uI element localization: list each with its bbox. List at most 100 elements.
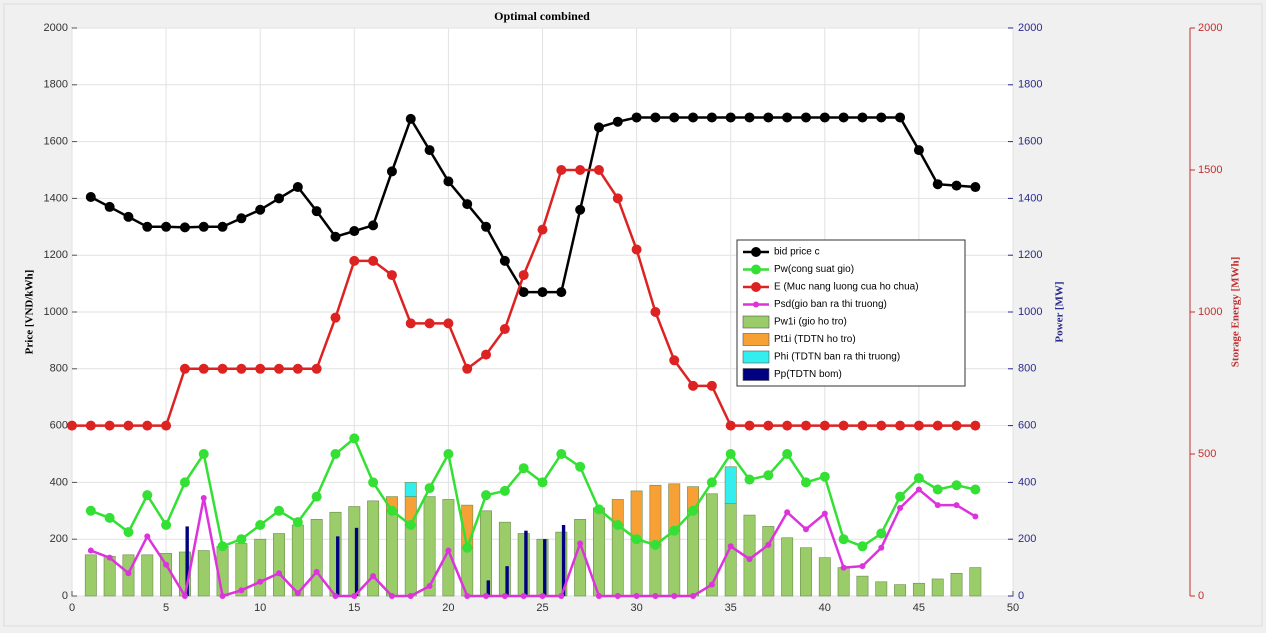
bar-segment [875, 581, 888, 597]
marker [763, 112, 774, 123]
marker [255, 204, 266, 215]
power-tick-label: 800 [1018, 363, 1036, 375]
x-tick-label: 30 [630, 602, 642, 614]
marker [481, 490, 492, 501]
marker [671, 593, 678, 599]
marker [669, 112, 680, 123]
bar-segment [404, 524, 417, 597]
marker [274, 193, 285, 204]
legend-label: Pw1i (gio ho tro) [774, 317, 847, 328]
legend-swatch [742, 315, 770, 329]
marker [951, 480, 962, 491]
marker [784, 509, 791, 516]
marker [311, 206, 322, 217]
legend-label: Pw(cong suat gio) [774, 264, 854, 275]
marker [217, 363, 228, 374]
marker [123, 211, 134, 222]
bar-segment [931, 578, 944, 597]
bar-segment [141, 554, 154, 597]
marker [405, 520, 416, 530]
legend-marker [751, 247, 761, 257]
marker [669, 355, 680, 366]
marker [349, 433, 360, 444]
bar-segment [254, 538, 267, 597]
marker [838, 420, 849, 431]
legend-swatch [742, 333, 770, 346]
marker [800, 420, 811, 431]
marker [725, 449, 736, 459]
marker [87, 547, 94, 554]
marker [857, 541, 868, 552]
marker [386, 270, 397, 281]
marker [556, 287, 567, 298]
marker [972, 513, 979, 520]
chart-title: Optimal combined [494, 9, 590, 23]
marker [763, 470, 774, 481]
marker [292, 363, 303, 374]
legend-swatch [742, 350, 770, 364]
storage-tick-label: 0 [1198, 590, 1204, 602]
marker [443, 176, 454, 187]
marker [593, 165, 604, 175]
marker [424, 483, 435, 494]
x-tick-label: 20 [442, 602, 454, 614]
y-tick-label: 600 [50, 420, 68, 432]
marker [593, 504, 604, 515]
bar [543, 539, 547, 596]
marker [838, 534, 849, 545]
marker [426, 583, 433, 590]
marker [368, 255, 379, 266]
y-tick-label: 800 [50, 363, 68, 375]
marker [782, 112, 793, 123]
marker [311, 491, 322, 502]
marker [368, 220, 379, 231]
marker [200, 495, 207, 502]
marker [913, 145, 924, 156]
bar-segment [404, 482, 417, 497]
power-tick-label: 1800 [1018, 79, 1042, 91]
marker [802, 526, 809, 533]
marker [800, 477, 811, 488]
marker [85, 505, 96, 516]
legend-label: E (Muc nang luong cua ho chua) [774, 282, 919, 293]
marker [706, 477, 717, 488]
power-tick-label: 1600 [1018, 136, 1042, 148]
x-tick-label: 40 [819, 602, 831, 614]
legend-marker [753, 301, 759, 308]
storage-axis-label: Storage Energy [MWh] [1230, 257, 1242, 368]
marker [556, 449, 567, 459]
bar-segment [197, 550, 210, 597]
y-tick-label: 0 [62, 590, 68, 602]
marker [443, 318, 454, 329]
marker [85, 420, 96, 431]
marker [483, 593, 490, 599]
marker [238, 587, 245, 594]
marker [501, 593, 508, 599]
marker [330, 449, 341, 459]
marker [407, 593, 414, 599]
bar-segment [291, 524, 304, 597]
marker [970, 420, 981, 431]
marker [612, 520, 623, 530]
power-tick-label: 200 [1018, 533, 1036, 545]
bar-segment [724, 466, 737, 504]
bar-segment [649, 544, 662, 597]
power-tick-label: 0 [1018, 590, 1024, 602]
marker [575, 461, 586, 472]
marker [595, 593, 602, 599]
marker [499, 485, 510, 496]
marker [558, 593, 565, 599]
bar-segment [329, 511, 342, 597]
marker [462, 542, 473, 553]
legend-label: Phi (TDTN ban ra thi truong) [774, 352, 900, 363]
marker [838, 112, 849, 123]
marker [424, 145, 435, 156]
marker [727, 543, 734, 550]
marker [539, 593, 546, 599]
x-tick-label: 35 [725, 602, 737, 614]
marker [405, 113, 416, 124]
marker [443, 449, 454, 459]
marker [424, 318, 435, 329]
marker [257, 578, 264, 585]
marker [593, 122, 604, 133]
